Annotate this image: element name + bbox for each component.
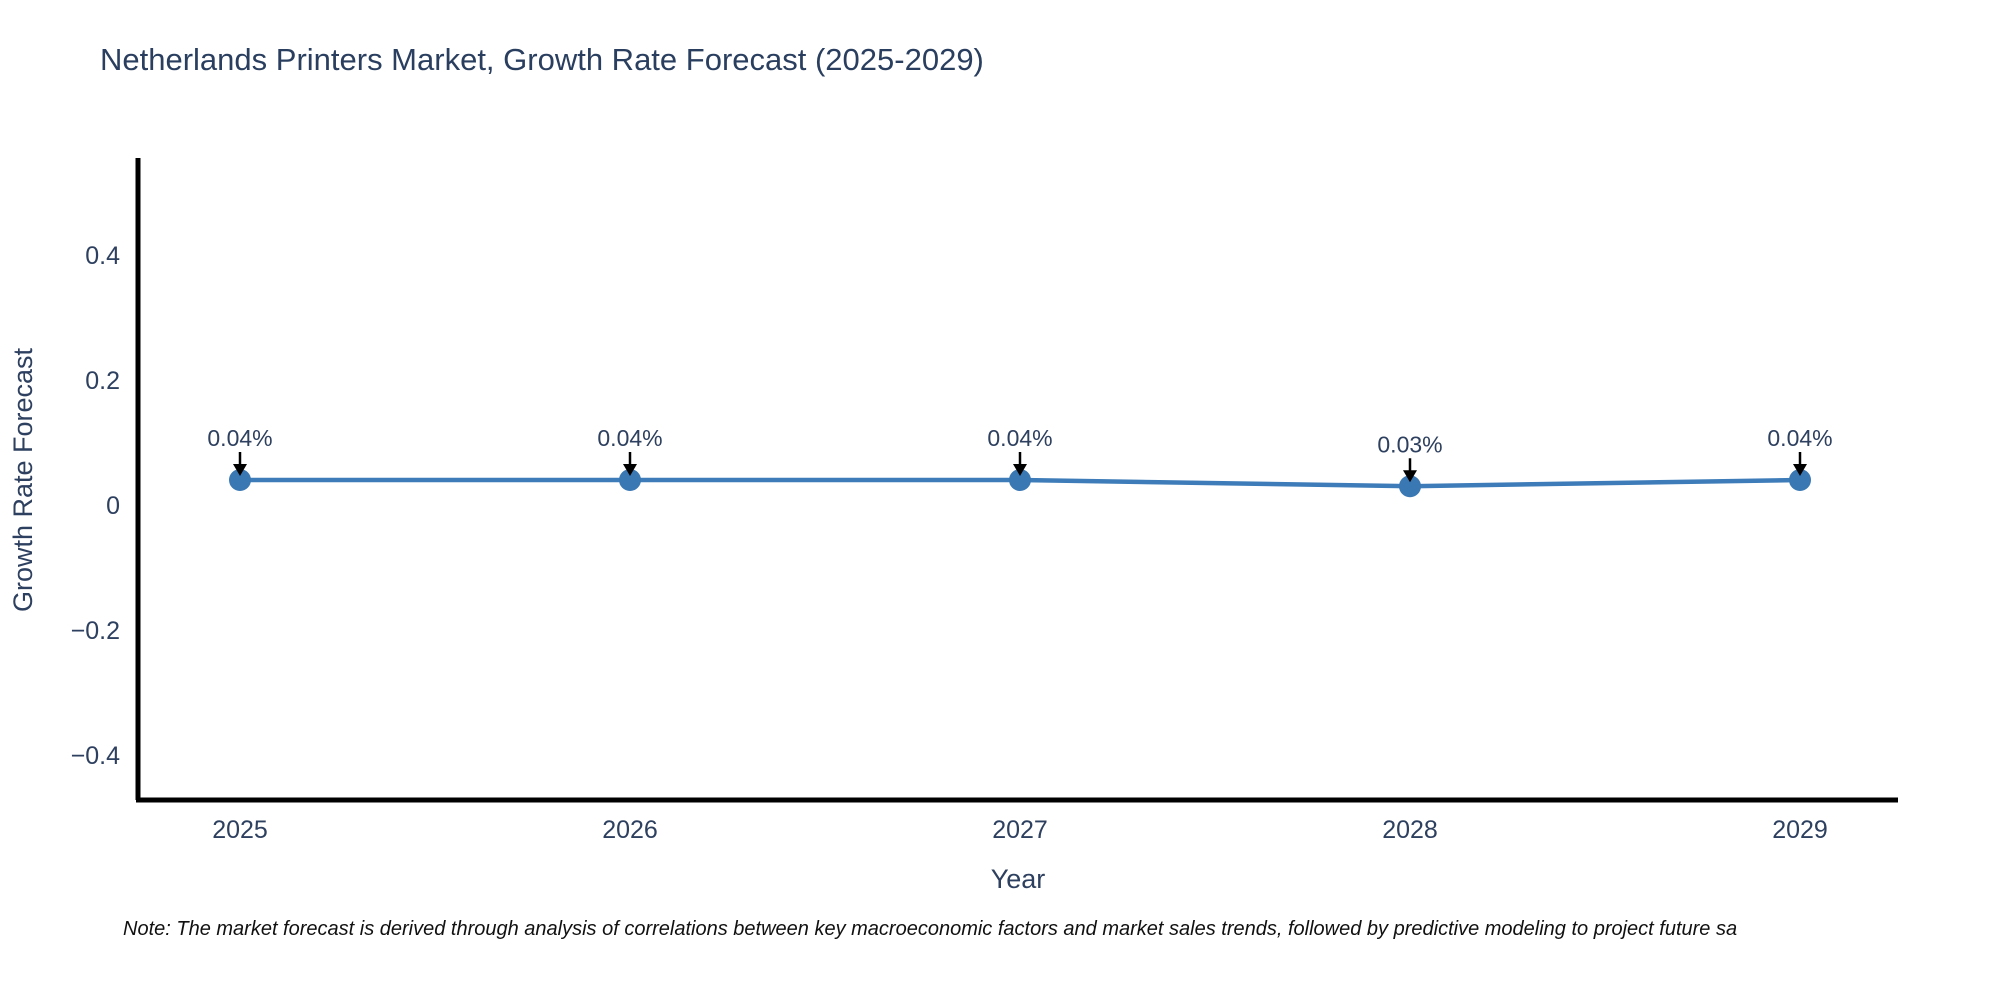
point-annotations: 0.04% 0.04% 0.04% 0.03% 0.04% [207,425,1833,483]
data-point-marker [619,469,641,491]
y-tick-label: −0.2 [71,617,120,645]
data-point-marker [1009,469,1031,491]
point-annotation-label: 0.04% [987,425,1052,451]
y-tick-label: 0.2 [85,367,120,395]
y-tick-labels: 0.4 0.2 0 −0.2 −0.4 [71,242,120,770]
x-tick-label: 2029 [1772,816,1828,844]
y-tick-label: −0.4 [71,742,120,770]
x-axis-title: Year [991,864,1046,894]
y-tick-label: 0 [106,492,120,520]
point-annotation-label: 0.04% [1767,425,1832,451]
y-tick-label: 0.4 [85,242,120,270]
data-point-marker [1789,469,1811,491]
footnote: Note: The market forecast is derived thr… [123,918,1738,940]
x-tick-labels: 2025 2026 2027 2028 2029 [212,816,1828,844]
data-point-marker [1399,475,1421,498]
annotation-arrow-head [1403,470,1417,483]
data-point-marker [229,469,251,491]
point-annotation-label: 0.04% [207,425,272,451]
annotation-arrow-head [1013,464,1027,476]
annotation-arrow-head [623,464,637,476]
x-tick-label: 2026 [602,816,658,844]
chart-title: Netherlands Printers Market, Growth Rate… [100,42,984,77]
annotation-arrow-head [1793,464,1807,476]
series-markers [229,469,1811,498]
annotation-arrow-head [233,464,247,476]
x-tick-label: 2025 [212,816,268,844]
point-annotation-label: 0.03% [1377,431,1442,457]
point-annotation-label: 0.04% [597,425,662,451]
y-axis-title: Growth Rate Forecast [8,347,38,612]
x-tick-label: 2028 [1382,816,1438,844]
x-tick-label: 2027 [992,816,1048,844]
